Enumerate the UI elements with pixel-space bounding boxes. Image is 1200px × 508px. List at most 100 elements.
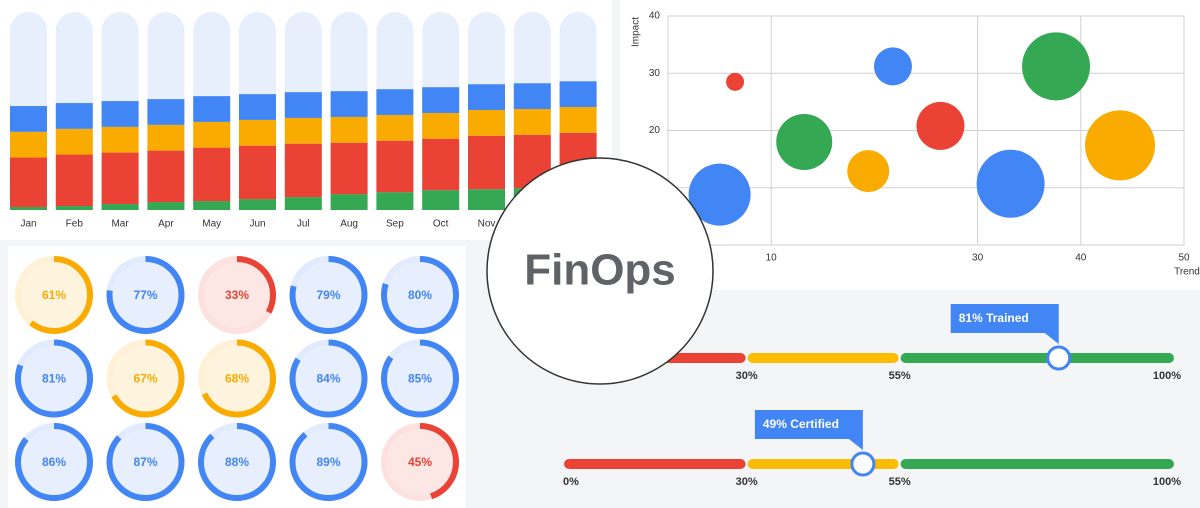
bubble	[873, 47, 912, 86]
bar-segment	[147, 99, 185, 125]
x-tick-label: Oct	[433, 219, 449, 230]
bar-segment	[239, 119, 276, 146]
donut-arc	[15, 256, 93, 334]
bar-segment	[55, 154, 93, 207]
bubble	[776, 113, 833, 170]
callout-box	[950, 304, 1059, 333]
donut-label: 67%	[133, 372, 157, 386]
bar-segment	[330, 91, 368, 117]
badge-circle	[486, 157, 714, 385]
donut-label: 68%	[225, 372, 249, 386]
x-tick-label: 50	[1178, 253, 1190, 264]
bar-segment	[55, 128, 93, 155]
callout-label: 81% Trained	[959, 311, 1029, 325]
slider-tick-label: 100%	[1153, 476, 1181, 488]
slider-tick-label: 100%	[1153, 370, 1181, 382]
donut-center	[21, 345, 87, 412]
slider-tick-label: 55%	[889, 476, 911, 488]
bar-segment	[468, 135, 505, 190]
slider-tick-label: 30%	[736, 370, 758, 382]
bar-segment	[559, 81, 597, 108]
donut-center	[204, 345, 270, 412]
donut-center	[21, 262, 87, 328]
bar-segment	[10, 106, 47, 132]
donut-label: 84%	[316, 372, 340, 386]
donut-arc	[106, 256, 185, 334]
bubble	[976, 149, 1045, 218]
donut-arc	[381, 339, 459, 418]
donut-center	[387, 429, 453, 495]
slider-tick-label: 30%	[736, 476, 758, 488]
bar-segment	[101, 204, 139, 210]
bubble	[847, 150, 890, 193]
y-tick-label: 20	[649, 125, 661, 136]
bar-segment	[513, 83, 551, 110]
bar-segment	[284, 143, 322, 198]
donut-arc	[198, 423, 276, 501]
slider-tick-label: 0%	[563, 476, 579, 488]
donut-label: 80%	[408, 288, 432, 302]
donut-arc	[198, 256, 276, 334]
bar-segment	[101, 152, 139, 205]
bar-segment	[330, 116, 368, 143]
bar-segment	[376, 192, 414, 210]
bar-segment	[10, 157, 47, 208]
donut-arc	[106, 339, 185, 418]
donut-arc	[15, 339, 93, 418]
bar-segment	[193, 121, 231, 148]
bar-segment	[101, 126, 139, 153]
bar-segment	[147, 150, 185, 203]
bar-segment	[239, 199, 276, 210]
donut-center	[295, 429, 362, 495]
x-tick-label: Mar	[111, 219, 129, 230]
bubble	[1085, 110, 1156, 181]
bubble	[916, 101, 965, 150]
donut-label: 61%	[42, 288, 66, 302]
bar-segment	[10, 131, 47, 158]
y-tick-label: 40	[649, 11, 661, 22]
bar-segment	[55, 206, 93, 210]
bar-segment	[468, 84, 505, 111]
bar-segment	[330, 142, 368, 195]
bar-segment	[330, 194, 368, 210]
callout-label: 49% Certified	[763, 417, 839, 431]
bar-segment	[376, 140, 414, 193]
slider-marker	[850, 451, 876, 477]
donut-center	[112, 262, 179, 328]
bar-segment	[239, 94, 276, 120]
donut-label: 87%	[133, 455, 157, 469]
bar-segment	[284, 92, 322, 118]
donut-label: 33%	[225, 288, 249, 302]
callout-tail	[1044, 333, 1059, 344]
donut-panel	[8, 246, 466, 508]
donut-label: 45%	[408, 455, 432, 469]
donut-arc	[15, 423, 93, 501]
donut-center	[387, 345, 453, 412]
bar-segment	[376, 114, 414, 141]
donut-arc	[198, 339, 276, 418]
donut-center	[112, 429, 179, 495]
bubble	[1022, 32, 1091, 101]
donut-center	[112, 345, 179, 412]
donut-center	[204, 429, 270, 495]
bubble	[726, 72, 745, 91]
bar-segment	[468, 110, 505, 136]
bar-segment	[193, 96, 231, 122]
bar-segment	[376, 89, 414, 115]
badge-text: FinOps	[524, 246, 676, 295]
callout-tail	[848, 439, 863, 450]
bar-segment	[10, 207, 47, 210]
donut-arc	[289, 423, 368, 501]
charts: Jan Feb Mar Apr May Jun Jul Aug Sep Oct Nov 61% 77% 3…	[10, 11, 1200, 501]
x-axis-label: Trend	[1174, 267, 1200, 278]
callout-box	[754, 410, 863, 439]
x-tick-label: Aug	[340, 219, 358, 230]
x-tick-label: Jan	[20, 219, 36, 230]
bar-segment	[422, 87, 460, 113]
bar-segment	[468, 189, 505, 210]
bar-segment	[422, 138, 460, 191]
donut-label: 81%	[42, 372, 66, 386]
donut-center	[295, 262, 362, 328]
donut-arc	[381, 423, 459, 501]
donut-center	[204, 262, 270, 328]
